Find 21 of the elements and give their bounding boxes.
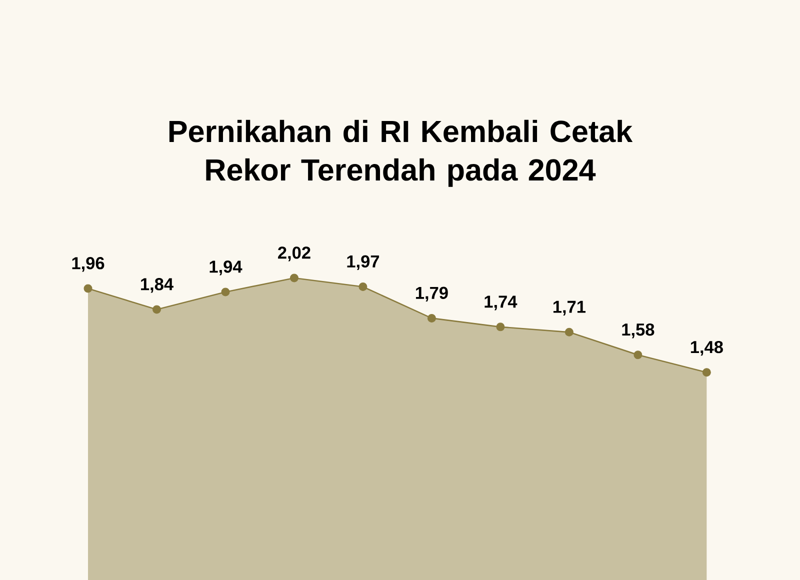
data-label: 1,58 (622, 323, 654, 338)
point (634, 350, 642, 360)
data-label: 1,96 (72, 257, 104, 272)
point (427, 314, 436, 322)
point (290, 274, 298, 282)
point (358, 282, 368, 291)
chart-title: Pernikahan di RI Kembali Cetak Rekor Terendah pada 2024 (169, 120, 633, 187)
point (564, 328, 574, 336)
data-label: 1,84 (141, 278, 174, 293)
point (221, 288, 230, 296)
data-label: 2,02 (278, 246, 310, 262)
point (496, 322, 505, 332)
data-label: 1,97 (347, 255, 380, 270)
data-label: 1,94 (210, 260, 242, 276)
point (152, 305, 161, 314)
data-label: 1,71 (553, 300, 586, 316)
point (702, 368, 711, 377)
data-label: 1,48 (690, 340, 723, 356)
data-label: 1,74 (484, 296, 518, 310)
data-label: 1,79 (416, 286, 448, 302)
point (84, 284, 92, 293)
